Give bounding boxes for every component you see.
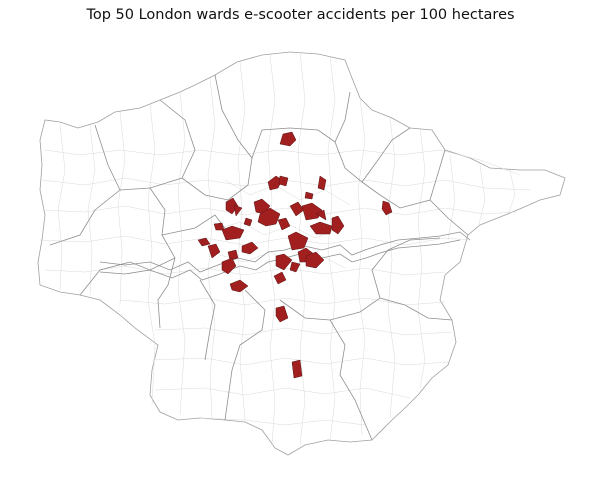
map-title: Top 50 London wards e-scooter accidents … bbox=[86, 7, 515, 23]
borough-boundaries bbox=[49, 74, 471, 441]
ward-boundaries bbox=[39, 51, 531, 446]
highlighted-wards bbox=[197, 131, 393, 379]
